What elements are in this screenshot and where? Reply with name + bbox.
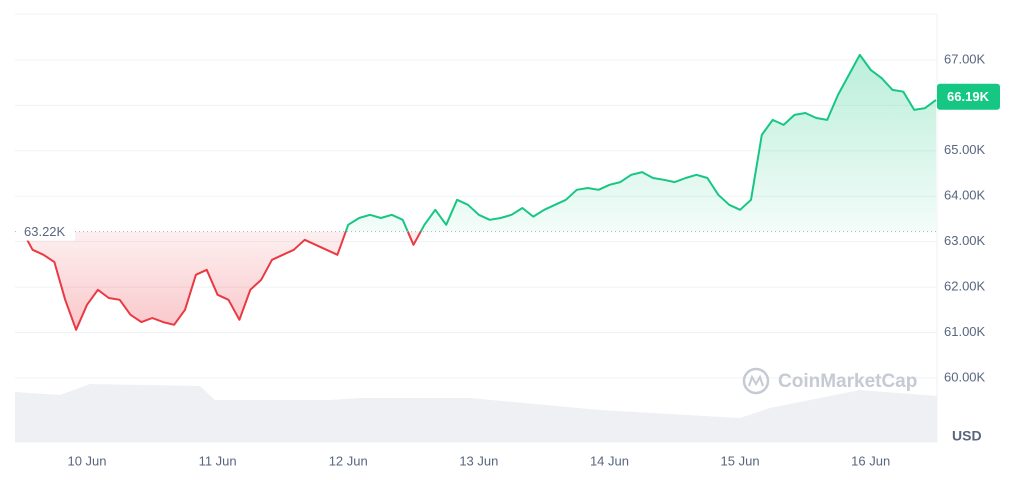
x-tick-label: 15 Jun: [721, 453, 760, 468]
y-tick-label: 64.00K: [944, 188, 986, 203]
watermark-text: CoinMarketCap: [778, 371, 917, 392]
x-tick-label: 16 Jun: [851, 453, 890, 468]
x-tick-label: 10 Jun: [67, 453, 106, 468]
x-tick-label: 13 Jun: [459, 453, 498, 468]
baseline-label: 63.22K: [24, 224, 66, 239]
y-axis-label: USD: [952, 428, 982, 444]
x-tick-label: 11 Jun: [199, 453, 237, 468]
last-price-label: 66.19K: [947, 89, 990, 104]
y-tick-label: 61.00K: [944, 324, 986, 339]
y-tick-label: 62.00K: [944, 279, 986, 294]
volume-backdrop: [15, 384, 937, 442]
plot: 63.22K 66.19K: [15, 53, 1000, 331]
y-tick-label: 60.00K: [944, 369, 986, 384]
y-tick-label: 65.00K: [944, 142, 986, 157]
baseline-label-bg: [19, 222, 75, 241]
area-up: [21, 54, 936, 232]
last-price-badge: [937, 83, 1000, 110]
x-tick-label: 12 Jun: [329, 453, 368, 468]
price-line: [20, 53, 937, 331]
watermark: CoinMarketCap: [742, 367, 917, 395]
x-tick-label: 14 Jun: [590, 453, 629, 468]
area-down: [21, 231, 936, 330]
y-tick-label: 63.00K: [944, 233, 986, 248]
watermark-logo-mark: [748, 374, 764, 387]
watermark-logo: [742, 367, 770, 395]
y-tick-label: 67.00K: [944, 51, 986, 66]
